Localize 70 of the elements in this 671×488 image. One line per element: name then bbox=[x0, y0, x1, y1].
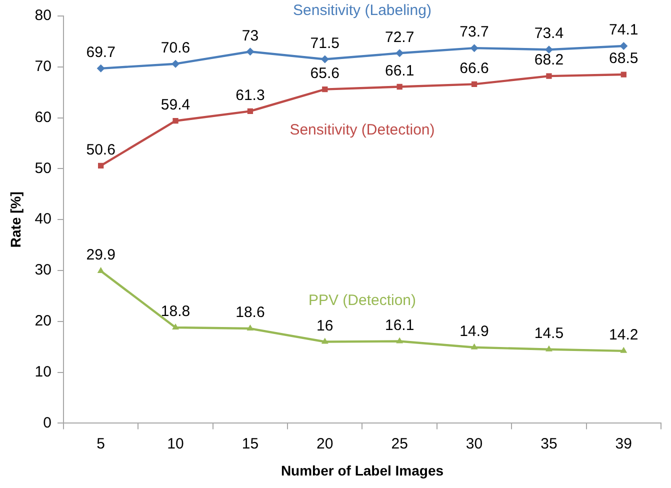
point bbox=[172, 60, 180, 68]
point bbox=[546, 345, 552, 352]
point bbox=[620, 346, 628, 353]
y-tick-label: 10 bbox=[34, 363, 52, 380]
point bbox=[172, 118, 178, 124]
point bbox=[96, 64, 105, 72]
data-label: 18.8 bbox=[160, 303, 190, 320]
point bbox=[246, 48, 254, 56]
data-label: 74.1 bbox=[609, 22, 638, 39]
y-tick-label: 30 bbox=[34, 262, 52, 279]
data-label: 16 bbox=[316, 317, 334, 334]
series-label: PPV (Detection) bbox=[308, 292, 416, 310]
data-label: 59.4 bbox=[160, 96, 190, 114]
series-label: Sensitivity (Detection) bbox=[290, 122, 435, 139]
text: Sensitivity (Labeling) bbox=[293, 2, 432, 20]
point bbox=[320, 55, 329, 64]
point bbox=[546, 73, 552, 79]
data-label: 65.6 bbox=[310, 64, 340, 82]
data-label: 70.6 bbox=[160, 39, 190, 56]
x-tick-label: 15 bbox=[242, 435, 259, 452]
x-tick-label: 20 bbox=[316, 435, 334, 452]
y-tick-label: 70 bbox=[34, 58, 52, 76]
y-tick-label: 20 bbox=[34, 312, 52, 330]
data-label: 66.1 bbox=[384, 62, 414, 80]
data-label: 68.5 bbox=[609, 50, 638, 68]
point bbox=[470, 44, 478, 52]
data-label: 68.2 bbox=[534, 52, 564, 69]
point bbox=[620, 42, 628, 50]
data-label: 71.5 bbox=[310, 34, 340, 52]
point bbox=[98, 162, 104, 168]
data-label: 14.2 bbox=[609, 326, 638, 344]
point bbox=[97, 267, 104, 274]
point bbox=[247, 108, 254, 114]
y-tick-label: 60 bbox=[34, 108, 52, 126]
data-label: 66.6 bbox=[460, 60, 489, 77]
x-axis-title: Number of Label Images bbox=[280, 462, 444, 478]
data-label: 73 bbox=[242, 27, 259, 44]
y-axis-title: Rate [%] bbox=[7, 192, 24, 248]
point bbox=[544, 46, 553, 54]
data-label: 73.4 bbox=[534, 25, 564, 42]
point bbox=[322, 86, 328, 92]
point bbox=[396, 84, 402, 90]
point bbox=[470, 343, 478, 350]
y-tick-label: 0 bbox=[43, 414, 52, 432]
x-tick-label: 10 bbox=[167, 435, 184, 452]
data-label: 18.6 bbox=[236, 304, 265, 322]
data-label: 14.9 bbox=[460, 323, 489, 340]
data-label: 14.5 bbox=[534, 325, 564, 342]
x-tick-label: 39 bbox=[615, 435, 632, 452]
y-tick-label: 50 bbox=[34, 160, 52, 177]
x-tick-label: 5 bbox=[96, 435, 105, 452]
data-label: 61.3 bbox=[236, 86, 265, 104]
x-tick-label: 35 bbox=[540, 435, 558, 452]
data-label: 50.6 bbox=[86, 141, 116, 158]
point bbox=[620, 72, 626, 78]
point bbox=[172, 324, 179, 330]
data-label: 73.7 bbox=[460, 24, 489, 41]
y-tick-label: 80 bbox=[34, 7, 52, 24]
data-label: 69.7 bbox=[86, 44, 116, 62]
point bbox=[396, 337, 404, 344]
point bbox=[471, 81, 478, 88]
point bbox=[321, 338, 328, 344]
point bbox=[396, 49, 404, 58]
y-tick-label: 40 bbox=[34, 210, 52, 228]
data-label: 72.7 bbox=[384, 28, 414, 46]
data-label: 16.1 bbox=[384, 316, 414, 334]
point bbox=[246, 324, 254, 331]
x-tick-label: 25 bbox=[391, 435, 408, 452]
x-tick-label: 30 bbox=[466, 435, 483, 452]
data-label: 29.9 bbox=[86, 246, 116, 264]
